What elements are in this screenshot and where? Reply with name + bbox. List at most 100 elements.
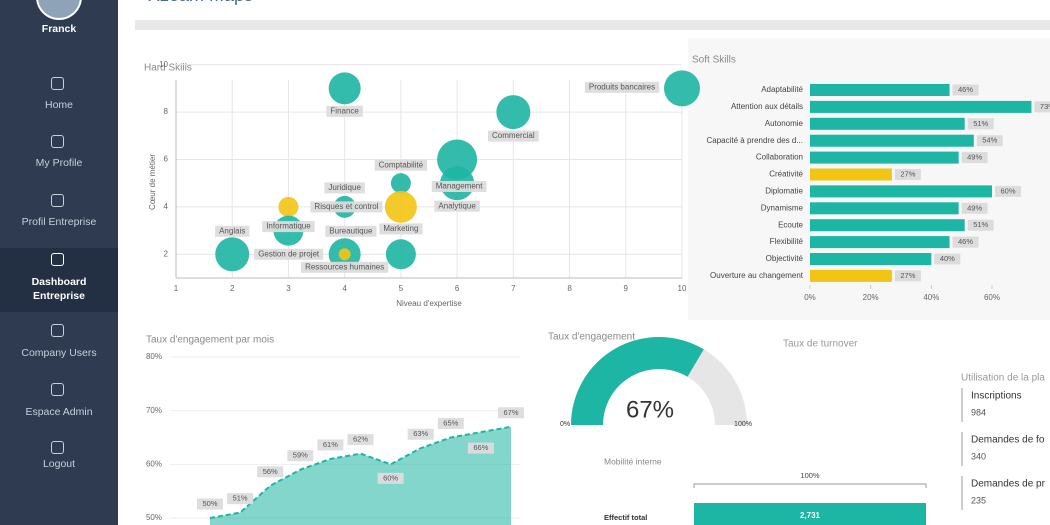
bar — [810, 202, 959, 215]
item-bar — [961, 432, 963, 466]
value-label: 59% — [293, 451, 308, 460]
y-axis-label: Cœur de métier — [148, 154, 157, 210]
active-bg — [0, 248, 118, 312]
chart-title: Hard Skills — [144, 63, 192, 74]
value-label: 60% — [383, 473, 398, 482]
value-label-bg — [1034, 101, 1050, 113]
value-label: 62% — [353, 435, 368, 444]
bubble-label: Juridique — [328, 183, 361, 192]
bubble-label: Informatique — [266, 222, 311, 231]
x-tick-label: 9 — [624, 284, 629, 293]
bubble-label-bg — [431, 180, 487, 192]
bubble-label-bg — [434, 200, 480, 212]
bubble-label-bg — [374, 159, 428, 171]
bar — [810, 168, 892, 181]
item-value: 340 — [971, 451, 986, 461]
value-label: 54% — [982, 136, 997, 145]
value-label: 61% — [323, 440, 338, 449]
value-label-bg — [952, 236, 979, 248]
x-tick-label: 7 — [511, 284, 516, 293]
category-label: Dynamisme — [761, 203, 804, 212]
gauge-tick-label: 0% — [560, 421, 570, 428]
item-bar — [961, 388, 963, 422]
value-label: 51% — [973, 119, 988, 128]
item-label: Demandes de pr — [971, 479, 1046, 490]
y-tick-label: 50% — [146, 513, 162, 522]
panel-title: Utilisation de la pla — [961, 373, 1045, 384]
bubble-label-bg — [325, 225, 377, 237]
category-label: Ecoute — [778, 220, 803, 229]
nav-item[interactable]: Espace Admin — [25, 406, 93, 418]
value-label: 2,731 — [800, 511, 821, 520]
bubble-label: Anglais — [219, 226, 245, 235]
value-label-bg — [347, 434, 374, 446]
bubble — [664, 70, 700, 107]
sidebar: Franck Home My Profile Profil Entreprise Das… — [0, 0, 118, 525]
bar — [810, 100, 1032, 113]
nav-item[interactable]: Logout — [42, 458, 76, 470]
bubble-label: Produits bancaires — [589, 82, 655, 91]
x-tick-label: 4 — [342, 284, 347, 293]
nav-item[interactable]: Dashboard Entreprise — [31, 276, 87, 302]
y-tick-label: 2 — [164, 249, 169, 258]
nav-item[interactable]: Home — [44, 99, 73, 111]
gauge-label: 67% — [626, 396, 674, 423]
bubble-label-bg — [262, 221, 315, 233]
header-band — [135, 20, 1050, 30]
y-tick-label: 70% — [146, 406, 162, 415]
nav-item[interactable]: My Profile — [35, 157, 83, 169]
bubble — [384, 190, 417, 223]
bar — [810, 134, 974, 147]
value-label-bg — [967, 219, 994, 231]
item-value: 235 — [971, 495, 986, 505]
y-tick-label: 80% — [146, 352, 162, 361]
category-label: Autonomie — [765, 119, 804, 128]
nav-item[interactable]: Company Users — [21, 347, 97, 359]
share-label: 100% — [800, 471, 820, 480]
value-label: 51% — [973, 220, 988, 229]
bubble-label: Comptabilité — [379, 160, 424, 169]
gauge-tick-label: 100% — [734, 421, 752, 428]
gauge-value — [571, 337, 704, 425]
value-label: 65% — [443, 418, 458, 427]
bubble-label-bg — [215, 225, 250, 237]
bubble — [338, 248, 351, 261]
category-label: Capacité à prendre des d... — [706, 136, 803, 145]
y-tick-label: 10 — [159, 60, 168, 69]
category-label: Adaptabilité — [761, 85, 803, 94]
bubble-label: Risques et control — [314, 202, 378, 211]
x-tick-label: 2 — [230, 284, 235, 293]
line — [209, 425, 512, 519]
chart-title: Taux d'engagement — [548, 332, 635, 343]
category-label: Collaboration — [756, 153, 803, 162]
x-axis-label: Niveau d'expertise — [396, 299, 462, 308]
value-label: 50% — [202, 499, 217, 508]
user-name: Franck — [41, 23, 77, 35]
value-label: 46% — [958, 85, 973, 94]
value-label: 67% — [503, 408, 518, 417]
y-tick-label: 4 — [164, 202, 169, 211]
value-label-bg — [967, 118, 994, 130]
x-tick-label: 40% — [923, 293, 939, 302]
bar — [810, 84, 950, 96]
bubble — [385, 239, 416, 270]
value-label-bg — [467, 442, 494, 454]
bar — [810, 117, 965, 130]
value-label: 66% — [473, 443, 488, 452]
nav-icon — [51, 441, 64, 454]
category-label: Diplomatie — [765, 187, 803, 196]
nav-icon — [51, 194, 64, 207]
chart-title: Taux d'engagement par mois — [146, 335, 274, 346]
main: Xzeam Maps Hard Skills 1 2 3 4 5 6 7 8 9 10 2 4 6 8 10 Ni… — [135, 0, 1050, 525]
bubble-label-bg — [584, 81, 660, 93]
x-tick-label: 20% — [863, 293, 879, 302]
nav-icon — [51, 324, 64, 337]
value-label-bg — [407, 428, 434, 440]
area — [210, 426, 511, 525]
value-label: 40% — [940, 254, 955, 263]
value-label-bg — [227, 493, 254, 505]
bubble-label-bg — [324, 182, 365, 194]
nav-item[interactable]: Profil Entreprise — [21, 216, 97, 228]
bubble-label: Ressources humaines — [305, 262, 384, 271]
bubble-label: Commercial — [492, 131, 535, 140]
